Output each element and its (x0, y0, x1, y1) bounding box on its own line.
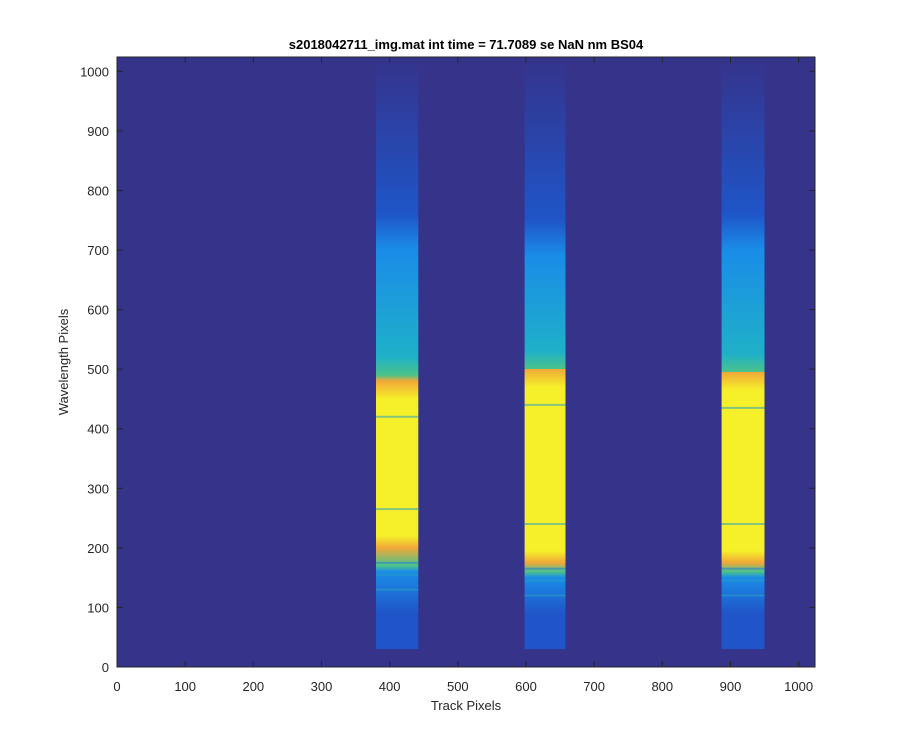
track-2-stripe-5 (524, 403, 566, 406)
track-2-stripe-1 (524, 523, 566, 525)
y-tick-label-3: 300 (87, 481, 109, 496)
y-tick-label-4: 400 (87, 422, 109, 437)
track-2-stripe-2 (524, 567, 566, 570)
x-tick-label-9: 900 (720, 679, 742, 694)
x-tick-label-4: 400 (379, 679, 401, 694)
x-tick-label-0: 0 (113, 679, 120, 694)
track-2-stripe-4 (524, 594, 566, 597)
y-axis-label: Wavelength Pixels (56, 308, 71, 415)
track-1-stripe-5 (376, 415, 419, 418)
track-3-stripe-3 (721, 579, 765, 582)
track-band-3 (721, 57, 765, 650)
x-axis-ticks: 0 100 200 300 400 500 600 700 800 900 1000 (113, 57, 813, 694)
y-axis-ticks: 0 100 200 300 400 500 600 700 800 900 1000 (80, 64, 815, 675)
y-tick-label-10: 1000 (80, 64, 109, 79)
y-tick-label-9: 900 (87, 124, 109, 139)
axes-box (116, 56, 816, 668)
y-tick-label-8: 800 (87, 183, 109, 198)
y-tick-label-1: 100 (87, 600, 109, 615)
track-1-stripe-2 (376, 561, 419, 564)
track-1-stripe-3 (376, 573, 419, 576)
y-tick-label-6: 600 (87, 303, 109, 318)
track-3-stripe-5 (721, 406, 765, 409)
x-tick-label-6: 600 (515, 679, 537, 694)
x-tick-label-7: 700 (583, 679, 605, 694)
track-3-stripe-1 (721, 523, 765, 525)
x-tick-label-1: 100 (174, 679, 196, 694)
y-tick-label-0: 0 (102, 660, 109, 675)
chart-title: s2018042711_img.mat int time = 71.7089 s… (289, 37, 644, 52)
track-1-stripe-1 (376, 508, 419, 511)
x-tick-label-10: 1000 (784, 679, 813, 694)
track-1-stripe-4 (376, 588, 419, 591)
axes-frame (116, 56, 816, 668)
track-band-1 (376, 57, 419, 650)
track-3-stripe-4 (721, 594, 765, 597)
x-tick-label-5: 500 (447, 679, 469, 694)
y-tick-label-5: 500 (87, 362, 109, 377)
plot-background (117, 57, 815, 667)
y-tick-label-2: 200 (87, 541, 109, 556)
track-3-stripe-2 (721, 567, 765, 570)
x-tick-label-8: 800 (651, 679, 673, 694)
x-tick-label-2: 200 (242, 679, 264, 694)
track-bands (376, 57, 765, 650)
y-tick-label-7: 700 (87, 243, 109, 258)
track-2-stripe-3 (524, 579, 566, 582)
x-tick-label-3: 300 (311, 679, 333, 694)
x-axis-label: Track Pixels (431, 698, 502, 713)
track-band-2 (524, 57, 566, 650)
